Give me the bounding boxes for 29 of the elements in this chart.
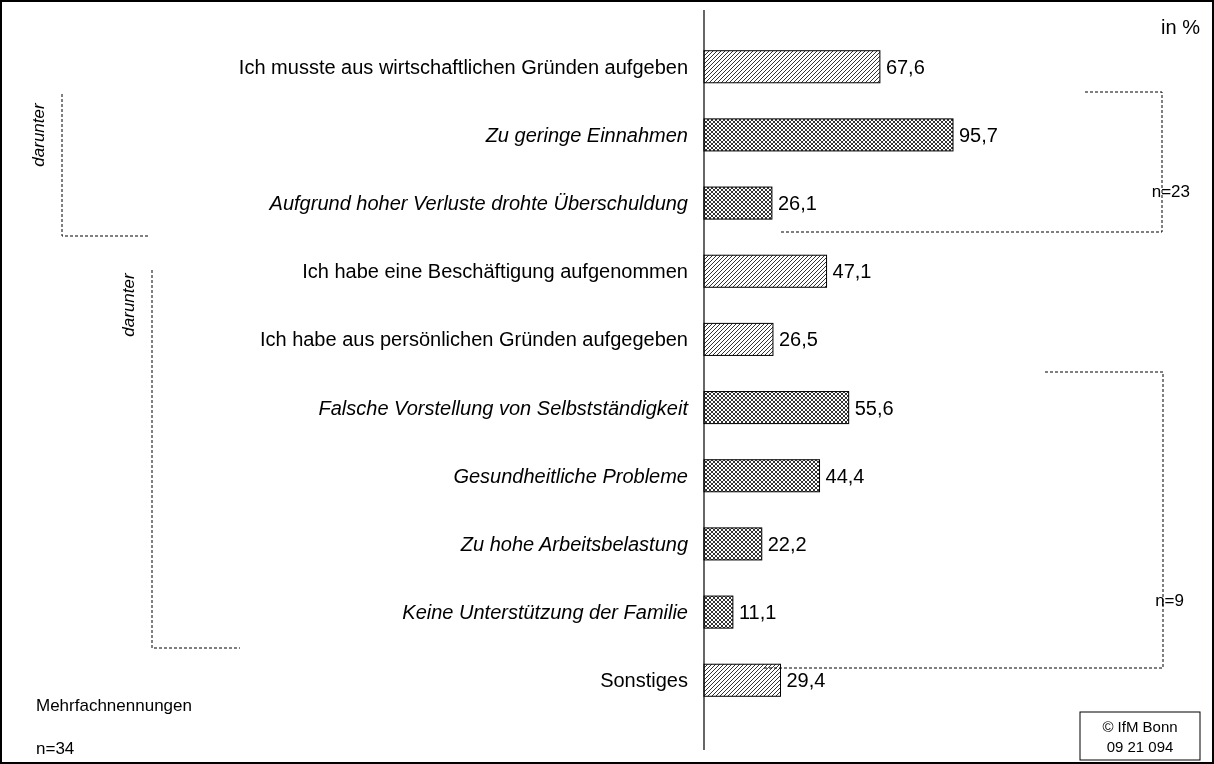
- text: darunter: [119, 272, 138, 337]
- y-tick-label: Zu hohe Arbeitsbelastung: [459, 532, 688, 555]
- data-label: 67,6: [885, 55, 925, 78]
- text: n=23: [1151, 182, 1190, 201]
- y-tick-label: Falsche Vorstellung von Selbstständigkeit: [318, 396, 690, 419]
- text: 09 21 094: [1106, 738, 1174, 755]
- text: n=34: [36, 739, 75, 758]
- data-label: 11,1: [738, 601, 777, 624]
- data-label: 22,2: [767, 532, 807, 555]
- text: darunter: [29, 102, 48, 167]
- y-tick-label: Ich habe eine Beschäftigung aufgenommen: [302, 260, 688, 283]
- y-tick-label: Ich musste aus wirtschaftlichen Gründen aufgeben: [238, 55, 688, 78]
- text: n=9: [1155, 591, 1184, 610]
- data-label: 26,5: [778, 328, 818, 351]
- y-tick-label: Sonstiges: [600, 669, 688, 692]
- data-label: 29,4: [786, 669, 826, 692]
- y-tick-label: Aufgrund hoher Verluste drohte Überschuldung: [268, 192, 688, 215]
- text: Mehrfachnennungen: [36, 696, 192, 715]
- data-label: 44,4: [825, 464, 865, 487]
- data-label: 95,7: [959, 123, 998, 146]
- y-tick-label: Zu geringe Einnahmen: [484, 123, 688, 146]
- data-label: 26,1: [777, 192, 817, 215]
- text: © IfM Bonn: [1102, 718, 1178, 735]
- data-label: 47,1: [832, 260, 872, 283]
- text: in %: [1161, 16, 1201, 38]
- y-tick-label: Ich habe aus persönlichen Gründen aufgegeben: [259, 328, 688, 351]
- data-label: 55,6: [854, 396, 894, 419]
- y-tick-label: Keine Unterstützung der Familie: [402, 601, 688, 624]
- y-tick-label: Gesundheitliche Probleme: [453, 464, 688, 487]
